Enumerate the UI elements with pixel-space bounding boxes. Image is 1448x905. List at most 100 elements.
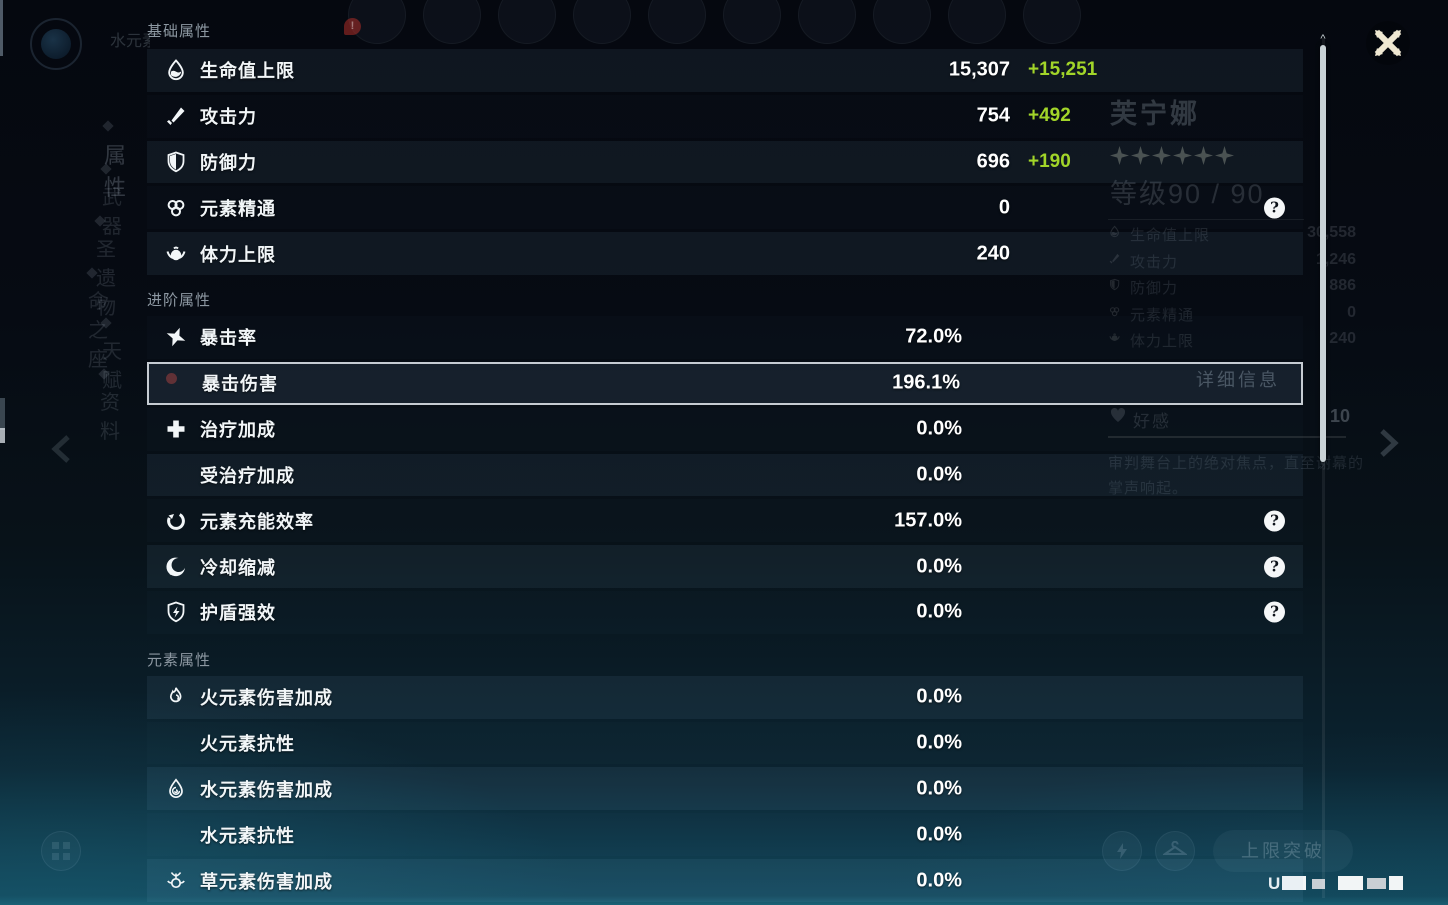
hydro-element-emblem-icon	[30, 18, 82, 70]
def-icon	[163, 149, 189, 175]
scrollbar-top-cap: ^	[1320, 33, 1326, 45]
screen-edge-artifact	[0, 0, 3, 56]
stat-value: 0.0%	[916, 555, 962, 578]
stat-value: 157.0%	[894, 509, 962, 532]
section-title: 基础属性	[147, 23, 212, 40]
stat-row[interactable]: 草元素伤害加成 0.0%	[147, 859, 1303, 902]
friendship-heart-icon	[1110, 408, 1126, 422]
attribute-detail-panel: 基础属性生命值上限 15,307 +15,251 攻击力 754 +492 防御力 696 +1…	[147, 0, 1303, 905]
star-icon	[1131, 146, 1150, 165]
stat-row[interactable]: 体力上限 240	[147, 232, 1303, 276]
help-icon[interactable]: ?	[1264, 510, 1285, 532]
censor-block	[1338, 876, 1363, 890]
stat-value: 0.0%	[916, 777, 962, 800]
stat-row[interactable]: 受治疗加成 0.0%	[147, 453, 1303, 497]
hydro-icon	[163, 776, 189, 802]
stat-value: 240	[976, 242, 1010, 265]
scrollbar-track[interactable]	[1322, 38, 1325, 898]
stat-row[interactable]: 暴击伤害 196.1%	[147, 361, 1303, 405]
stat-row[interactable]: 护盾强效 0.0%?	[147, 591, 1303, 634]
stat-value: 0	[998, 196, 1010, 219]
quick-loadout-button	[1102, 831, 1142, 871]
stat-label: 水元素抗性	[200, 825, 295, 846]
next-character-chevron-icon	[1380, 429, 1399, 457]
energy-recharge-icon	[163, 508, 189, 534]
background-stat-row: 防御力 886	[1108, 274, 1356, 300]
outfit-button	[1155, 831, 1195, 871]
nav-item-4: 命之座	[86, 262, 110, 372]
stat-row[interactable]: 生命值上限 15,307 +15,251	[147, 49, 1303, 92]
section-title: 进阶属性	[147, 292, 212, 310]
stat-value: 0.0%	[916, 600, 962, 623]
nav-item-1: 属性	[102, 112, 128, 202]
party-grid-button	[41, 831, 81, 871]
stat-row[interactable]: 冷却缩减 0.0%?	[147, 545, 1303, 589]
hp-icon	[163, 57, 189, 83]
close-button[interactable]	[1366, 21, 1410, 65]
stat-row[interactable]: 防御力 696 +190	[147, 140, 1303, 184]
diamond-bullet-icon	[94, 215, 106, 227]
element-label: 水元素	[110, 33, 150, 50]
section-title: 元素属性	[147, 651, 212, 669]
stat-row[interactable]: 治疗加成 0.0%	[147, 408, 1303, 451]
stamina-icon	[1108, 331, 1121, 347]
stat-value: 0.0%	[916, 685, 962, 708]
close-icon	[1374, 29, 1402, 57]
censor-block	[1367, 878, 1386, 889]
stat-value: 0.0%	[916, 463, 962, 486]
background-stat-row: 元素精通 0	[1108, 301, 1356, 327]
stat-label: 暴击率	[200, 328, 257, 349]
stat-value: 0.0%	[916, 823, 962, 846]
help-icon[interactable]: ?	[1264, 197, 1285, 219]
stat-row[interactable]: 攻击力 754 +492	[147, 95, 1303, 138]
diamond-bullet-icon	[86, 267, 98, 279]
stat-label: 护盾强效	[200, 603, 276, 624]
stat-row[interactable]: 火元素抗性 0.0%	[147, 722, 1303, 765]
stat-row[interactable]: 元素精通 0?	[147, 186, 1303, 229]
stat-value: 0.0%	[916, 417, 962, 440]
friendship-label: 好感	[1133, 412, 1171, 431]
stat-row[interactable]: 水元素抗性 0.0%	[147, 813, 1303, 856]
dendro-icon	[163, 868, 189, 894]
uid-prefix: U	[1268, 874, 1281, 893]
stat-label: 火元素伤害加成	[200, 688, 333, 709]
diamond-bullet-icon	[100, 163, 112, 175]
stat-row[interactable]: 水元素伤害加成 0.0%	[147, 767, 1303, 811]
stat-row[interactable]: 火元素伤害加成 0.0%	[147, 675, 1303, 719]
stat-label: 治疗加成	[200, 420, 276, 441]
diamond-bullet-icon	[98, 368, 110, 380]
stat-bonus: +190	[1028, 151, 1071, 173]
friendship-level: 10	[1330, 406, 1351, 426]
stat-label: 防御力	[200, 153, 257, 174]
stat-label: 体力上限	[200, 244, 276, 265]
censor-block	[1389, 876, 1403, 890]
stat-value: 0.0%	[916, 731, 962, 754]
stat-label: 草元素伤害加成	[200, 871, 333, 892]
background-stat-row: 生命值上限 30,558	[1108, 221, 1356, 247]
healing-bonus-icon	[163, 416, 189, 442]
scrollbar-thumb[interactable]	[1320, 45, 1326, 462]
star-icon	[1215, 146, 1234, 165]
stat-row[interactable]: 暴击率 72.0%	[147, 316, 1303, 359]
star-icon	[1194, 146, 1213, 165]
censor-block	[1312, 879, 1325, 889]
hp-icon	[1108, 225, 1121, 241]
character-description: 审判舞台上的绝对焦点，直至谢幕的掌声响起。	[1108, 455, 1365, 497]
uid-censored: U	[1268, 872, 1408, 894]
stat-label: 元素充能效率	[200, 511, 314, 532]
grid-icon	[52, 842, 59, 849]
character-level: 等级90 / 90	[1110, 179, 1265, 209]
shield-strength-icon	[163, 599, 189, 625]
em-icon	[1108, 305, 1121, 321]
prev-character-chevron-icon	[51, 435, 70, 463]
stat-value: 696	[976, 150, 1010, 173]
stat-row[interactable]: 元素充能效率 157.0%?	[147, 499, 1303, 542]
stat-label: 暴击伤害	[202, 374, 278, 395]
help-icon[interactable]: ?	[1264, 556, 1285, 578]
censor-block	[1282, 876, 1306, 890]
nav-item-2: 武器	[100, 158, 124, 239]
help-icon[interactable]: ?	[1264, 601, 1285, 623]
divider	[1108, 219, 1304, 220]
loadout-icon	[1117, 843, 1127, 859]
